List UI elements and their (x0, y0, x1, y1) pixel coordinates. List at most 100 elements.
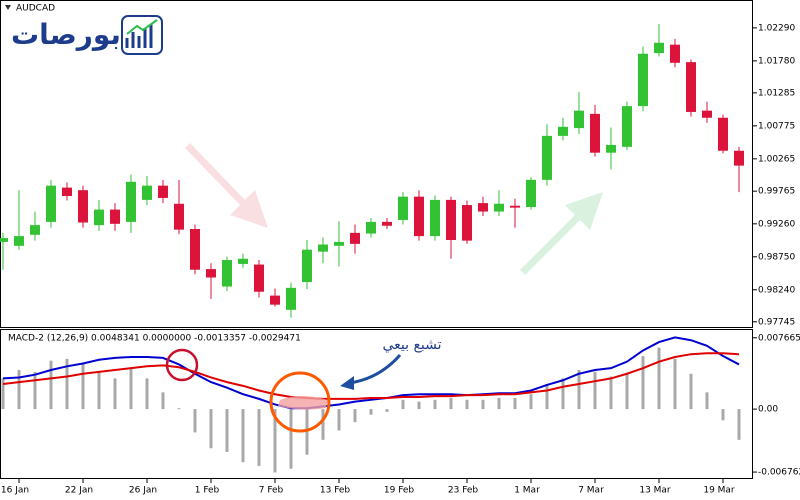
x-tick-label: 13 Feb (320, 486, 351, 496)
histogram-bar (433, 399, 437, 410)
candle-body (606, 144, 616, 153)
histogram-bar (513, 397, 517, 410)
histogram-bar (689, 373, 693, 410)
histogram-bar (673, 358, 677, 410)
candle-body (222, 260, 232, 287)
symbol-icon (5, 5, 11, 10)
histogram-bar (289, 409, 293, 469)
histogram-bar (65, 358, 69, 410)
candle-body (126, 181, 136, 222)
candle-body (254, 264, 264, 292)
histogram-bar (145, 378, 149, 410)
annotation-text: تشبع بيعي (382, 337, 441, 353)
candle-body (510, 205, 520, 208)
x-tick-label: 1 Mar (514, 486, 540, 496)
candle-body (654, 42, 664, 54)
y-tick-label: -0.006762 (758, 468, 800, 478)
histogram-bar (33, 371, 37, 410)
candle-body (94, 209, 104, 226)
histogram-bar (337, 409, 341, 431)
histogram-bar (161, 392, 165, 410)
y-tick-label: 1.02290 (758, 23, 795, 33)
candle-body (30, 225, 40, 235)
oversold-circle (269, 371, 331, 433)
histogram-bar (625, 373, 629, 410)
candle-body (142, 185, 152, 200)
candle-body (270, 295, 280, 305)
candle-body (302, 249, 312, 283)
histogram-bar (385, 409, 389, 412)
histogram-bar (545, 383, 549, 410)
candle-body (446, 199, 456, 240)
macd-panel: 0.007665 0.00 -0.006762 (1, 333, 800, 478)
candle-body (638, 53, 648, 107)
price-panel-frame (0, 0, 753, 328)
y-tick-label: 0.98750 (758, 252, 795, 262)
histogram-bar (209, 409, 213, 449)
x-tick-label: 7 Mar (578, 486, 604, 496)
histogram-bar (401, 399, 405, 410)
histogram-bar (721, 409, 725, 421)
histogram-bar (737, 409, 741, 440)
histogram-bar (241, 409, 245, 463)
histogram-bar (561, 378, 565, 410)
logo-text: بورصات (11, 18, 121, 51)
candle-body (350, 232, 360, 244)
macd-line (2, 336, 740, 410)
candle-body (190, 228, 200, 270)
histogram-bar (81, 362, 85, 410)
x-tick-label: 13 Mar (639, 486, 671, 496)
histogram-bar (193, 409, 197, 433)
candle-body (110, 209, 120, 224)
y-tick-label: 0.98240 (758, 285, 795, 295)
histogram-bar (17, 370, 21, 410)
y-tick-label: 1.00265 (758, 154, 795, 164)
histogram-bar (225, 409, 229, 452)
price-panel: 1.02290 1.01780 1.01285 1.00775 1.00265 0.997… (0, 23, 795, 496)
candle-body (206, 269, 216, 278)
x-tick-label: 7 Feb (259, 486, 284, 496)
symbol-label: AUDCAD (16, 4, 55, 14)
candle-body (14, 236, 24, 246)
histogram-bar (49, 360, 53, 410)
candle-body (686, 62, 696, 112)
candle-body (62, 187, 72, 197)
oversold-fill (278, 396, 328, 410)
histogram-bar (705, 392, 709, 410)
histogram-bar (321, 409, 325, 440)
histogram-bar (497, 397, 501, 410)
candle-body (430, 199, 440, 237)
candle-body (174, 203, 184, 230)
histogram-bar (641, 356, 645, 410)
candle-body (670, 44, 680, 63)
candle-body (158, 185, 168, 198)
candle-body (478, 203, 488, 212)
y-tick-label: 1.01285 (758, 88, 795, 98)
y-tick-label: 0.007665 (758, 333, 800, 343)
x-tick-label: 22 Jan (65, 486, 93, 496)
histogram-bar (449, 397, 453, 410)
watermark-down-arrow (185, 143, 268, 228)
candle-body (494, 203, 504, 212)
candle-body (334, 241, 344, 246)
candle-body (398, 196, 408, 220)
histogram-bar (113, 378, 117, 410)
macd-title: MACD-2 (12,26,9) 0.0048341 0.0000000 -0.… (8, 334, 301, 344)
candle-body (382, 221, 392, 226)
histogram-bar (593, 371, 597, 410)
crossover-circle (165, 348, 199, 382)
histogram-bar (305, 409, 309, 455)
x-tick-label: 19 Feb (384, 486, 415, 496)
candle-body (574, 110, 584, 129)
candle-body (702, 110, 712, 118)
histogram-bar (465, 399, 469, 410)
x-tick-label: 16 Jan (1, 486, 29, 496)
histogram-bar (577, 370, 581, 410)
histogram-bar (609, 376, 613, 410)
candle-body (46, 185, 56, 222)
x-tick-label: 23 Feb (448, 486, 479, 496)
histogram-bar (1, 378, 5, 410)
y-tick-label: 0.99260 (758, 219, 795, 229)
y-tick-label: 1.01780 (758, 56, 795, 66)
